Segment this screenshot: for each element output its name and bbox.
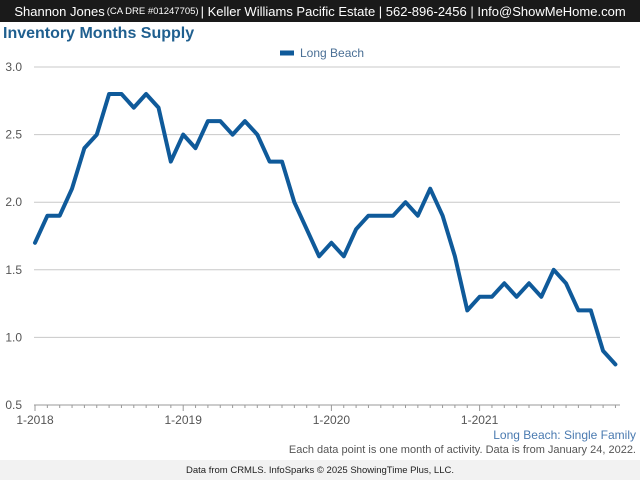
x-tick-label: 1-2018 [16, 413, 54, 427]
grid-lines [34, 66, 620, 406]
y-tick-label: 0.5 [5, 398, 22, 412]
x-tick-label: 1-2020 [313, 413, 351, 427]
y-tick-label: 2.0 [5, 195, 22, 209]
legend-label: Long Beach [300, 46, 364, 60]
x-tick-label: 1-2021 [461, 413, 499, 427]
agent-contact: | Keller Williams Pacific Estate | 562-8… [200, 3, 626, 19]
chart-title: Inventory Months Supply [3, 25, 195, 42]
y-tick-label: 1.5 [5, 263, 22, 277]
data-source-footer: Data from CRMLS. InfoSparks © 2025 Showi… [0, 460, 640, 480]
series-line-long-beach [33, 92, 618, 367]
agent-header-bar: Shannon Jones (CA DRE #01247705) | Kelle… [0, 0, 640, 22]
dre-number: (CA DRE #01247705) [106, 5, 199, 17]
axes: 0.5 1.0 1.5 2.0 2.5 3.0 1-2018 1-2019 1-2020 1-20… [5, 60, 620, 427]
x-tick-label: 1-2019 [165, 413, 203, 427]
y-tick-label: 2.5 [5, 128, 22, 142]
footnote: Each data point is one month of activity… [288, 444, 636, 456]
y-tick-label: 1.0 [5, 330, 22, 344]
agent-name: Shannon Jones [14, 3, 105, 19]
line-chart: 0.5 1.0 1.5 2.0 2.5 3.0 1-2018 1-2019 1-2020 1-20… [5, 46, 620, 427]
legend[interactable]: Long Beach [280, 46, 364, 60]
y-tick-label: 3.0 [5, 60, 22, 74]
segment-label: Long Beach: Single Family [493, 428, 636, 442]
series-layer [33, 92, 618, 367]
